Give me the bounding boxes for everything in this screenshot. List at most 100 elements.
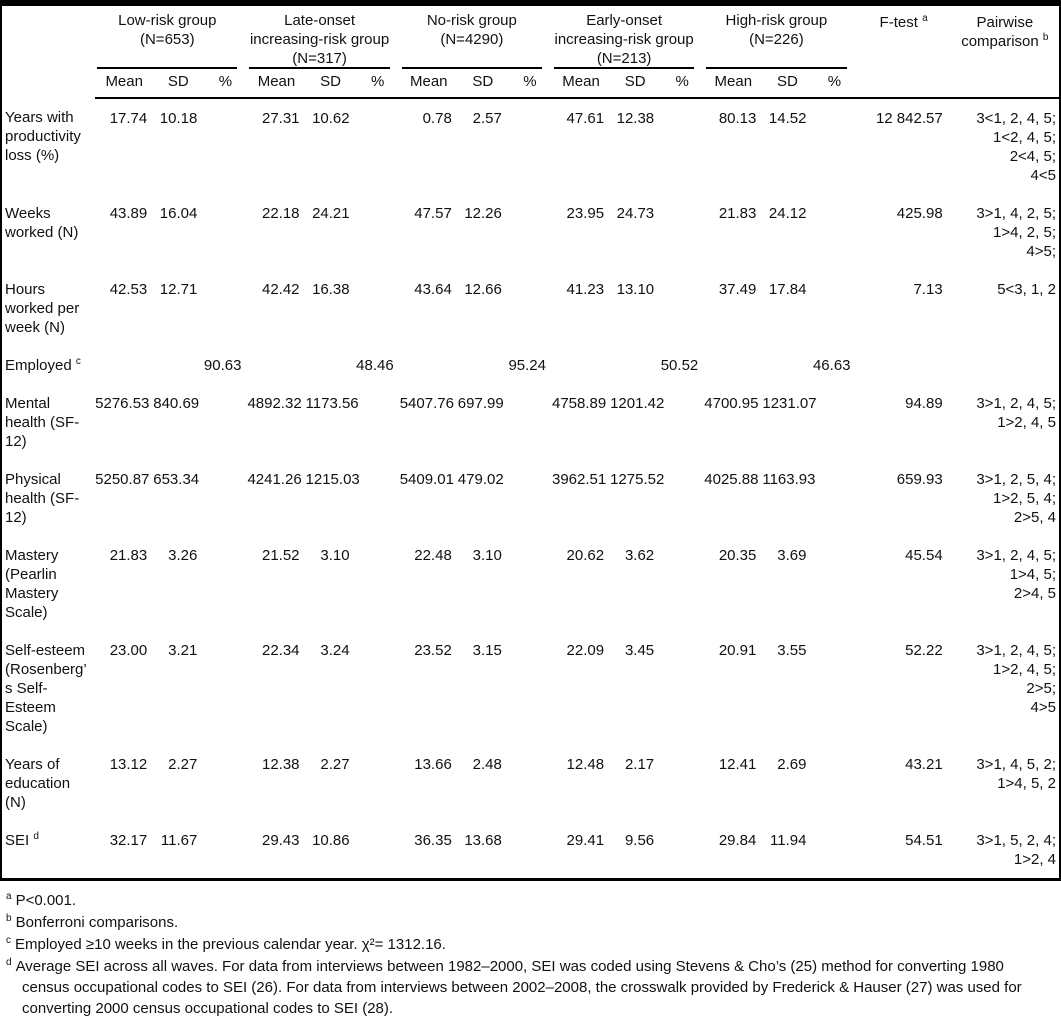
footnote-a: a P<0.001. — [6, 891, 77, 910]
pct-cell — [356, 194, 400, 270]
pct-cell — [812, 384, 856, 460]
footnote-marker: c — [6, 935, 11, 946]
pct-cell: 95.24 — [508, 357, 546, 374]
pct-cell — [356, 821, 400, 880]
mean-cell — [95, 346, 153, 384]
table-row: Mastery (Pearlin Mastery Scale) 21.83 3.26… — [1, 536, 1060, 631]
sd-cell: 12.38 — [616, 110, 655, 127]
group-n: (N=4290) — [440, 31, 504, 48]
mean-cell: 43.64 — [414, 281, 452, 298]
sd-cell: 2.17 — [624, 756, 655, 773]
sd-cell: 11.94 — [770, 832, 807, 849]
mean-cell: 21.83 — [109, 547, 148, 564]
row-label: SEI d — [5, 831, 39, 850]
pct-cell: 90.63 — [203, 357, 242, 374]
mean-cell: 20.35 — [718, 547, 757, 564]
pairwise-cell — [951, 346, 1060, 384]
group-name: Low-risk group — [118, 12, 217, 29]
sd-cell: 11.67 — [160, 832, 198, 849]
pairwise-comparison-header: Pairwise comparison b — [950, 3, 1060, 99]
sd-cell: 3.45 — [624, 642, 655, 659]
pct-cell — [812, 194, 856, 270]
pct-cell — [203, 460, 247, 536]
mean-cell: 22.48 — [414, 547, 452, 564]
sd-cell: 10.18 — [159, 110, 198, 127]
sd-cell: 2.27 — [168, 756, 198, 773]
pct-cell — [203, 631, 247, 745]
footnote-marker: c — [75, 356, 81, 367]
group-header-low-risk: Low-risk group (N=653) — [95, 3, 247, 69]
f-test-cell: 425.98 — [896, 205, 943, 222]
table-row: Mental health (SF-12) 5276.53 840.69 4892.3… — [1, 384, 1060, 460]
sd-cell: 2.69 — [777, 756, 807, 773]
table-row: Years of edu­cation (N) 13.12 2.27 12.38 2.2… — [1, 745, 1060, 821]
mean-cell: 21.52 — [261, 547, 300, 564]
mean-cell: 13.66 — [414, 756, 452, 773]
pairwise-cell: 3>1, 5, 2, 4; 1>2, 4 — [976, 832, 1056, 868]
subheader-pct: % — [355, 69, 400, 99]
mean-cell: 42.42 — [261, 281, 300, 298]
sd-cell: 1231.07 — [762, 395, 817, 412]
sd-cell: 13.10 — [616, 281, 655, 298]
row-label: Self-esteem (Rosenberg’s Self-Esteem Sca… — [5, 642, 87, 735]
subheader-pct: % — [203, 69, 248, 99]
group-header-no-risk: No-risk group (N=4290) — [400, 3, 552, 69]
mean-cell: 17.74 — [109, 110, 148, 127]
pct-cell — [812, 460, 856, 536]
mean-cell: 29.84 — [718, 832, 757, 849]
mean-cell: 22.09 — [566, 642, 605, 659]
pct-cell — [508, 631, 552, 745]
pct-cell — [508, 98, 552, 194]
sd-cell: 1173.56 — [305, 395, 359, 412]
sd-cell: 2.57 — [472, 110, 502, 127]
table-row: Self-esteem (Rosenberg’s Self-Esteem Sca… — [1, 631, 1060, 745]
pct-cell: 50.52 — [660, 357, 699, 374]
pairwise-cell: 3>1, 2, 4, 5; 1>2, 4, 5; 2>5; 4>5 — [976, 642, 1056, 716]
pct-cell — [660, 631, 704, 745]
table-row: Years with productivity loss (%) 17.74 10.… — [1, 98, 1060, 194]
sd-cell — [762, 346, 812, 384]
sd-cell: 24.21 — [312, 205, 350, 222]
pct-cell — [660, 536, 704, 631]
sd-cell: 16.04 — [159, 205, 198, 222]
f-test-cell: 52.22 — [905, 642, 943, 659]
sd-cell: 12.26 — [464, 205, 502, 222]
sd-cell: 1275.52 — [610, 471, 665, 488]
mean-cell: 80.13 — [718, 110, 757, 127]
mean-cell: 32.17 — [109, 832, 148, 849]
mean-cell: 23.52 — [414, 642, 452, 659]
mean-cell: 23.00 — [109, 642, 148, 659]
subheader-mean: Mean — [95, 69, 154, 99]
sd-cell: 479.02 — [457, 471, 504, 488]
f-test-cell: 94.89 — [905, 395, 943, 412]
pairwise-cell: 3>1, 2, 4, 5; 1>2, 4, 5 — [976, 395, 1056, 431]
sd-cell — [458, 346, 508, 384]
sd-cell: 17.84 — [768, 281, 807, 298]
subheader-mean: Mean — [704, 69, 763, 99]
pct-cell — [356, 536, 400, 631]
subheader-sd: SD — [610, 69, 661, 99]
mean-cell: 13.12 — [109, 756, 148, 773]
mean-cell: 4025.88 — [704, 471, 759, 488]
group-n: (N=317) — [292, 50, 347, 67]
mean-cell: 42.53 — [109, 281, 148, 298]
footnote-marker: d — [6, 957, 12, 968]
f-test-cell: 45.54 — [905, 547, 943, 564]
mean-cell: 20.62 — [566, 547, 605, 564]
pct-cell: 46.63 — [812, 357, 851, 374]
pct-cell — [203, 821, 247, 880]
group-statistics-table: Low-risk group (N=653) Late-onset increas… — [0, 0, 1061, 881]
group-header-row: Low-risk group (N=653) Late-onset increas… — [1, 3, 1060, 99]
sd-cell: 3.62 — [624, 547, 655, 564]
sd-cell — [306, 346, 356, 384]
sd-cell: 3.69 — [777, 547, 807, 564]
mean-cell: 4241.26 — [247, 471, 302, 488]
sd-cell: 3.55 — [777, 642, 807, 659]
pct-cell — [203, 384, 247, 460]
subheader-mean: Mean — [247, 69, 306, 99]
sd-cell: 13.68 — [464, 832, 502, 849]
group-header-late-onset: Late-onset increasing-risk group (N=317) — [247, 3, 399, 69]
footnote-b: b Bonferroni comparisons. — [6, 913, 179, 932]
pct-cell — [660, 384, 704, 460]
group-n: (N=653) — [139, 31, 195, 48]
